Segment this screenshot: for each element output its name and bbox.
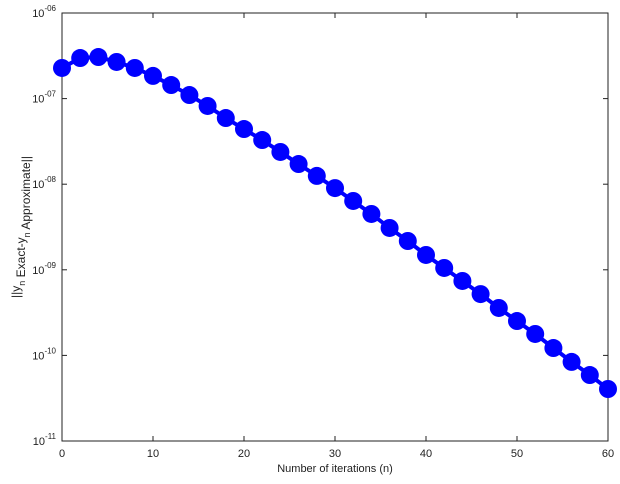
y-tick-label: 10-09 [32, 261, 56, 277]
marker [362, 204, 381, 223]
marker [107, 52, 126, 71]
marker [253, 131, 272, 150]
marker [562, 352, 581, 371]
marker [307, 166, 326, 185]
marker [471, 285, 490, 304]
y-tick-label: 10-11 [33, 432, 57, 448]
y-tick-label: 10-06 [32, 4, 56, 20]
marker [180, 86, 199, 105]
marker [398, 231, 417, 250]
x-tick-label: 50 [511, 448, 523, 460]
marker [453, 271, 472, 290]
marker [198, 96, 217, 115]
x-tick-label: 0 [59, 448, 65, 460]
marker [289, 155, 308, 174]
x-axis-label: Number of iterations (n) [277, 463, 393, 475]
x-tick-label: 40 [420, 448, 432, 460]
marker [508, 312, 526, 331]
marker [489, 298, 508, 317]
y-axis-label: ||yn Exact-yn Approximate|| [9, 156, 33, 298]
x-tick-label: 30 [329, 448, 341, 460]
marker [326, 179, 344, 198]
marker [417, 245, 435, 264]
y-tick-label: 10-08 [32, 175, 56, 191]
marker [435, 258, 454, 277]
marker [125, 58, 144, 77]
x-tick-label: 20 [238, 448, 250, 460]
y-tick-label: 10-10 [32, 346, 56, 362]
marker [144, 66, 162, 85]
marker [89, 48, 108, 67]
marker [544, 339, 563, 358]
marker [53, 58, 71, 77]
y-tick-label: 10-07 [32, 90, 56, 106]
plot-frame [61, 12, 609, 442]
x-tick-label: 60 [602, 448, 614, 460]
marker [599, 380, 617, 399]
marker [380, 218, 399, 237]
marker [71, 49, 90, 68]
x-tick-label: 10 [147, 448, 159, 460]
marker [344, 191, 363, 210]
marker [162, 76, 181, 95]
marker [580, 366, 599, 385]
marker [216, 109, 235, 128]
marker [526, 324, 545, 343]
marker [235, 120, 253, 139]
marker [271, 142, 290, 161]
